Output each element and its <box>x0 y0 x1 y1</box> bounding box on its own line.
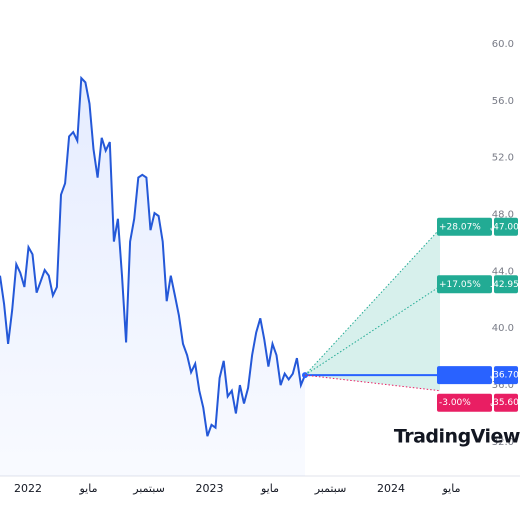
x-tick-label: 2023 <box>196 482 224 495</box>
x-tick-label: سبتمبر <box>132 482 165 495</box>
x-tick-label: 2022 <box>14 482 42 495</box>
value-label: 47.00 <box>493 222 519 232</box>
x-tick-label: سبتمبر <box>314 482 347 495</box>
watermark: TradingView <box>394 426 520 448</box>
x-tick-label: مايو <box>442 482 461 495</box>
value-label: 42.95 <box>493 280 519 290</box>
label-change: +17.05% <box>439 280 481 290</box>
value-box <box>494 393 518 412</box>
forecast-area <box>305 228 440 391</box>
label-change: +28.07% <box>439 222 481 232</box>
label-change: -3.00% <box>439 398 471 408</box>
x-tick-label: 2024 <box>377 482 405 495</box>
value-label: 36.70 <box>493 371 519 381</box>
price-line <box>0 75 306 437</box>
label-box <box>437 393 492 412</box>
value-label: 35.60 <box>493 398 519 408</box>
y-tick-label: 40.0 <box>492 323 514 334</box>
y-tick-label: 52.0 <box>492 153 514 164</box>
label-box <box>437 366 492 385</box>
value-box <box>494 217 518 236</box>
y-tick-label: 60.0 <box>492 39 514 50</box>
forecast-line <box>304 374 441 392</box>
y-tick-label: 32.0 <box>492 437 514 448</box>
y-tick-label: 56.0 <box>492 96 514 107</box>
label-box <box>437 217 492 236</box>
x-tick-label: مايو <box>79 482 98 495</box>
value-box <box>494 275 518 294</box>
x-tick-label: مايو <box>260 482 279 495</box>
forecast-line <box>304 228 441 376</box>
value-box <box>494 366 518 385</box>
forecast-line <box>304 285 441 376</box>
area <box>0 78 305 476</box>
y-tick-label: 44.0 <box>492 266 514 277</box>
y-tick-label: 48.0 <box>492 210 514 221</box>
y-tick-label: 36.0 <box>492 380 514 391</box>
label-box <box>437 275 492 294</box>
